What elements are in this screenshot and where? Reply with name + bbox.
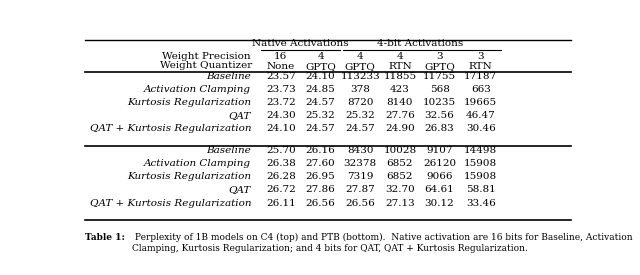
- Text: None: None: [267, 62, 295, 72]
- Text: 26.72: 26.72: [266, 185, 296, 194]
- Text: 27.87: 27.87: [346, 185, 375, 194]
- Text: 30.46: 30.46: [466, 124, 495, 133]
- Text: 25.32: 25.32: [306, 111, 335, 120]
- Text: 8720: 8720: [347, 98, 374, 107]
- Text: 3: 3: [477, 52, 484, 61]
- Text: 46.47: 46.47: [466, 111, 495, 120]
- Text: Perplexity of 1B models on C4 (top) and PTB (bottom).  Native activation are 16 : Perplexity of 1B models on C4 (top) and …: [132, 233, 633, 253]
- Text: 23.73: 23.73: [266, 85, 296, 94]
- Text: 4: 4: [397, 52, 403, 61]
- Text: 24.10: 24.10: [266, 124, 296, 133]
- Text: 568: 568: [429, 85, 449, 94]
- Text: 27.60: 27.60: [306, 159, 335, 168]
- Text: Table 1:: Table 1:: [85, 233, 125, 242]
- Text: 8430: 8430: [347, 146, 374, 155]
- Text: 24.90: 24.90: [385, 124, 415, 133]
- Text: 24.57: 24.57: [306, 98, 335, 107]
- Text: 26.38: 26.38: [266, 159, 296, 168]
- Text: Kurtosis Regularization: Kurtosis Regularization: [127, 172, 251, 181]
- Text: GPTQ: GPTQ: [424, 62, 455, 72]
- Text: 4: 4: [357, 52, 364, 61]
- Text: 27.76: 27.76: [385, 111, 415, 120]
- Text: 9107: 9107: [426, 146, 453, 155]
- Text: 4-bit Activations: 4-bit Activations: [378, 39, 463, 48]
- Text: 8140: 8140: [387, 98, 413, 107]
- Text: Weight Precision: Weight Precision: [162, 52, 251, 61]
- Text: 11755: 11755: [423, 72, 456, 81]
- Text: 16: 16: [275, 52, 287, 61]
- Text: 23.72: 23.72: [266, 98, 296, 107]
- Text: 19665: 19665: [464, 98, 497, 107]
- Text: 58.81: 58.81: [466, 185, 495, 194]
- Text: 32.56: 32.56: [425, 111, 454, 120]
- Text: 27.13: 27.13: [385, 199, 415, 208]
- Text: Activation Clamping: Activation Clamping: [144, 159, 251, 168]
- Text: 33.46: 33.46: [466, 199, 495, 208]
- Text: 25.32: 25.32: [346, 111, 375, 120]
- Text: 3: 3: [436, 52, 443, 61]
- Text: QAT: QAT: [229, 185, 251, 194]
- Text: 10028: 10028: [383, 146, 417, 155]
- Text: 24.57: 24.57: [346, 124, 375, 133]
- Text: 23.57: 23.57: [266, 72, 296, 81]
- Text: 7319: 7319: [347, 172, 374, 181]
- Text: 15908: 15908: [464, 159, 497, 168]
- Text: Baseline: Baseline: [206, 72, 251, 81]
- Text: Activation Clamping: Activation Clamping: [144, 85, 251, 94]
- Text: 6852: 6852: [387, 159, 413, 168]
- Text: 24.57: 24.57: [306, 124, 335, 133]
- Text: 64.61: 64.61: [425, 185, 454, 194]
- Text: 6852: 6852: [387, 172, 413, 181]
- Text: 113233: 113233: [340, 72, 380, 81]
- Text: 4: 4: [317, 52, 324, 61]
- Text: RTN: RTN: [388, 62, 412, 72]
- Text: 11855: 11855: [383, 72, 417, 81]
- Text: Weight Quantizer: Weight Quantizer: [161, 61, 253, 70]
- Text: 378: 378: [350, 85, 370, 94]
- Text: 26.83: 26.83: [425, 124, 454, 133]
- Text: 26.56: 26.56: [346, 199, 375, 208]
- Text: 423: 423: [390, 85, 410, 94]
- Text: 30.12: 30.12: [425, 199, 454, 208]
- Text: 26.16: 26.16: [306, 146, 335, 155]
- Text: 14498: 14498: [464, 146, 497, 155]
- Text: 32.70: 32.70: [385, 185, 415, 194]
- Text: 24.10: 24.10: [306, 72, 335, 81]
- Text: QAT + Kurtosis Regularization: QAT + Kurtosis Regularization: [90, 124, 251, 133]
- Text: 26.28: 26.28: [266, 172, 296, 181]
- Text: 26.56: 26.56: [306, 199, 335, 208]
- Text: GPTQ: GPTQ: [305, 62, 336, 72]
- Text: 24.85: 24.85: [306, 85, 335, 94]
- Text: 32378: 32378: [344, 159, 377, 168]
- Text: 26.11: 26.11: [266, 199, 296, 208]
- Text: 17187: 17187: [464, 72, 497, 81]
- Text: 24.30: 24.30: [266, 111, 296, 120]
- Text: RTN: RTN: [469, 62, 493, 72]
- Text: 663: 663: [471, 85, 491, 94]
- Text: Baseline: Baseline: [206, 146, 251, 155]
- Text: Kurtosis Regularization: Kurtosis Regularization: [127, 98, 251, 107]
- Text: 10235: 10235: [423, 98, 456, 107]
- Text: 9066: 9066: [426, 172, 453, 181]
- Text: GPTQ: GPTQ: [345, 62, 376, 72]
- Text: 15908: 15908: [464, 172, 497, 181]
- Text: 25.70: 25.70: [266, 146, 296, 155]
- Text: QAT: QAT: [229, 111, 251, 120]
- Text: 26.95: 26.95: [306, 172, 335, 181]
- Text: Native Activations: Native Activations: [252, 39, 349, 48]
- Text: QAT + Kurtosis Regularization: QAT + Kurtosis Regularization: [90, 199, 251, 208]
- Text: 26120: 26120: [423, 159, 456, 168]
- Text: 27.86: 27.86: [306, 185, 335, 194]
